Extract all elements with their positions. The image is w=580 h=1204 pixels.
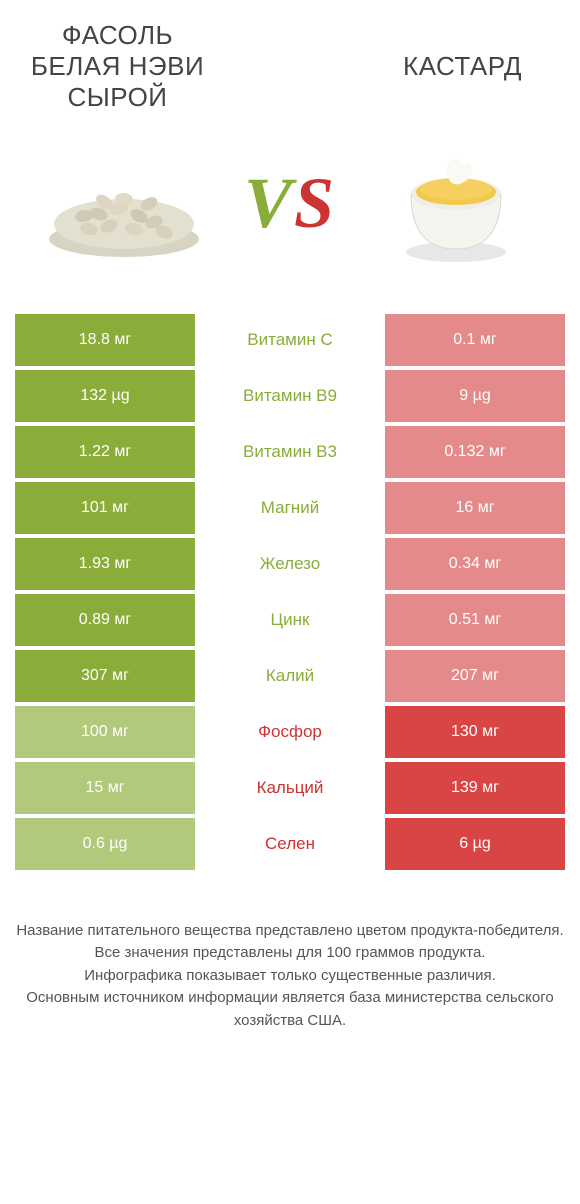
table-row: 18.8 мгВитамин C0.1 мг xyxy=(15,314,565,366)
vs-label: VS xyxy=(234,162,346,245)
nutrient-name-cell: Селен xyxy=(195,818,385,870)
right-title: КАСТАРД xyxy=(403,51,522,82)
table-row: 15 мгКальций139 мг xyxy=(15,762,565,814)
left-value-cell: 0.6 µg xyxy=(15,818,195,870)
nutrient-name-cell: Витамин B3 xyxy=(195,426,385,478)
table-row: 0.89 мгЦинк0.51 мг xyxy=(15,594,565,646)
right-value-cell: 6 µg xyxy=(385,818,565,870)
table-row: 132 µgВитамин B99 µg xyxy=(15,370,565,422)
right-value-cell: 139 мг xyxy=(385,762,565,814)
footer-line: Основным источником информации является … xyxy=(15,987,565,1032)
table-row: 101 мгМагний16 мг xyxy=(15,482,565,534)
table-row: 100 мгФосфор130 мг xyxy=(15,706,565,758)
right-image-col xyxy=(346,134,565,274)
left-title: ФАСОЛЬ БЕЛАЯ НЭВИ СЫРОЙ xyxy=(15,20,220,114)
nutrient-name-cell: Фосфор xyxy=(195,706,385,758)
footer-text: Название питательного вещества представл… xyxy=(15,920,565,1033)
vs-s: S xyxy=(294,163,336,243)
table-row: 0.6 µgСелен6 µg xyxy=(15,818,565,870)
left-value-cell: 132 µg xyxy=(15,370,195,422)
left-value-cell: 307 мг xyxy=(15,650,195,702)
header-row: ФАСОЛЬ БЕЛАЯ НЭВИ СЫРОЙ КАСТАРД xyxy=(15,20,565,114)
right-value-cell: 0.1 мг xyxy=(385,314,565,366)
right-value-cell: 9 µg xyxy=(385,370,565,422)
footer-line: Все значения представлены для 100 граммо… xyxy=(15,942,565,965)
left-value-cell: 15 мг xyxy=(15,762,195,814)
vs-v: V xyxy=(244,163,294,243)
right-value-cell: 0.132 мг xyxy=(385,426,565,478)
nutrient-name-cell: Витамин C xyxy=(195,314,385,366)
left-value-cell: 101 мг xyxy=(15,482,195,534)
left-value-cell: 0.89 мг xyxy=(15,594,195,646)
nutrient-name-cell: Кальций xyxy=(195,762,385,814)
nutrient-table: 18.8 мгВитамин C0.1 мг132 µgВитамин B99 … xyxy=(15,314,565,870)
custard-icon xyxy=(386,134,526,274)
left-value-cell: 1.93 мг xyxy=(15,538,195,590)
right-value-cell: 0.51 мг xyxy=(385,594,565,646)
nutrient-name-cell: Магний xyxy=(195,482,385,534)
infographic-container: ФАСОЛЬ БЕЛАЯ НЭВИ СЫРОЙ КАСТАРД xyxy=(0,0,580,1062)
nutrient-name-cell: Витамин B9 xyxy=(195,370,385,422)
right-title-col: КАСТАРД xyxy=(360,51,565,82)
images-row: VS xyxy=(15,134,565,274)
right-value-cell: 130 мг xyxy=(385,706,565,758)
left-title-col: ФАСОЛЬ БЕЛАЯ НЭВИ СЫРОЙ xyxy=(15,20,220,114)
beans-icon xyxy=(39,144,209,264)
footer-line: Инфографика показывает только существенн… xyxy=(15,965,565,988)
table-row: 1.22 мгВитамин B30.132 мг xyxy=(15,426,565,478)
table-row: 1.93 мгЖелезо0.34 мг xyxy=(15,538,565,590)
left-value-cell: 100 мг xyxy=(15,706,195,758)
nutrient-name-cell: Калий xyxy=(195,650,385,702)
right-value-cell: 16 мг xyxy=(385,482,565,534)
left-image-col xyxy=(15,144,234,264)
footer-line: Название питательного вещества представл… xyxy=(15,920,565,943)
nutrient-name-cell: Цинк xyxy=(195,594,385,646)
right-value-cell: 0.34 мг xyxy=(385,538,565,590)
nutrient-name-cell: Железо xyxy=(195,538,385,590)
left-value-cell: 18.8 мг xyxy=(15,314,195,366)
right-value-cell: 207 мг xyxy=(385,650,565,702)
left-value-cell: 1.22 мг xyxy=(15,426,195,478)
table-row: 307 мгКалий207 мг xyxy=(15,650,565,702)
